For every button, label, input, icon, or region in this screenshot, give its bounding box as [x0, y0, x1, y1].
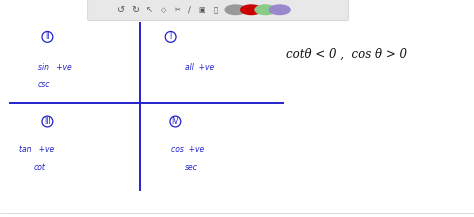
Text: cot: cot — [33, 163, 45, 172]
Text: I: I — [170, 32, 172, 41]
Text: cotθ < 0 ,  cos θ > 0: cotθ < 0 , cos θ > 0 — [285, 48, 407, 61]
Text: csc: csc — [38, 80, 50, 89]
Text: tan   +ve: tan +ve — [19, 145, 54, 154]
Circle shape — [269, 5, 290, 15]
Text: sin   +ve: sin +ve — [38, 63, 72, 72]
Circle shape — [241, 5, 262, 15]
Text: ✂: ✂ — [175, 7, 181, 13]
Text: cos  +ve: cos +ve — [171, 145, 204, 154]
Text: ↺: ↺ — [117, 5, 125, 15]
Text: ▣: ▣ — [198, 7, 205, 13]
Text: ↻: ↻ — [131, 5, 139, 15]
Text: III: III — [44, 117, 51, 126]
FancyBboxPatch shape — [88, 0, 348, 21]
Text: 🖼: 🖼 — [214, 7, 218, 13]
Circle shape — [225, 5, 246, 15]
Text: all  +ve: all +ve — [185, 63, 214, 72]
Text: sec: sec — [185, 163, 198, 172]
Text: /: / — [188, 5, 191, 14]
Text: ◇: ◇ — [161, 7, 166, 13]
Text: ↖: ↖ — [146, 5, 153, 14]
Text: IV: IV — [172, 117, 179, 126]
Text: II: II — [45, 32, 50, 41]
Circle shape — [255, 5, 276, 15]
